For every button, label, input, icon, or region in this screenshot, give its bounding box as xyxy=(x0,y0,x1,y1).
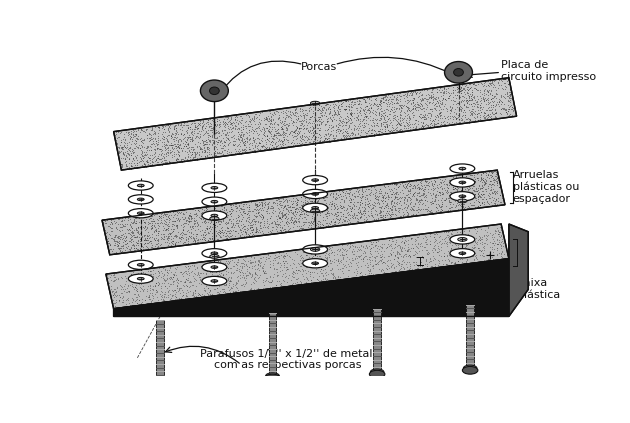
Ellipse shape xyxy=(202,249,227,258)
Ellipse shape xyxy=(211,214,218,217)
Polygon shape xyxy=(113,78,517,170)
Ellipse shape xyxy=(303,258,328,268)
Ellipse shape xyxy=(450,178,475,187)
Ellipse shape xyxy=(311,101,320,105)
Ellipse shape xyxy=(202,197,227,206)
Polygon shape xyxy=(102,170,505,255)
Ellipse shape xyxy=(210,87,219,95)
Ellipse shape xyxy=(450,164,475,173)
Text: Parafusos 1/8'' x 1/2'' de metal,
com as respectivas porcas: Parafusos 1/8'' x 1/2'' de metal, com as… xyxy=(200,349,376,370)
Ellipse shape xyxy=(129,195,153,204)
Ellipse shape xyxy=(458,238,467,241)
Ellipse shape xyxy=(370,369,384,375)
Ellipse shape xyxy=(303,245,328,254)
Ellipse shape xyxy=(129,260,153,269)
Ellipse shape xyxy=(211,201,218,203)
Ellipse shape xyxy=(303,190,328,199)
Ellipse shape xyxy=(153,381,167,386)
Ellipse shape xyxy=(312,206,319,209)
Ellipse shape xyxy=(459,195,466,198)
Ellipse shape xyxy=(312,248,319,251)
Ellipse shape xyxy=(450,192,475,201)
Ellipse shape xyxy=(266,373,279,379)
Ellipse shape xyxy=(459,252,466,255)
Ellipse shape xyxy=(311,209,320,213)
Ellipse shape xyxy=(211,266,218,269)
Ellipse shape xyxy=(265,374,280,382)
Ellipse shape xyxy=(459,238,466,241)
Text: Porcas: Porcas xyxy=(301,62,337,72)
Ellipse shape xyxy=(137,277,144,280)
Ellipse shape xyxy=(137,212,144,214)
Ellipse shape xyxy=(202,183,227,192)
Ellipse shape xyxy=(200,80,228,102)
Polygon shape xyxy=(509,224,528,316)
Ellipse shape xyxy=(202,276,227,286)
Ellipse shape xyxy=(450,249,475,258)
Ellipse shape xyxy=(137,184,144,187)
Ellipse shape xyxy=(312,179,319,181)
Ellipse shape xyxy=(448,64,469,80)
Ellipse shape xyxy=(312,193,319,195)
Polygon shape xyxy=(106,224,509,309)
Bar xyxy=(466,305,474,370)
Ellipse shape xyxy=(211,252,218,255)
Ellipse shape xyxy=(211,187,218,189)
Text: Arruelas
plásticas ou
espaçador: Arruelas plásticas ou espaçador xyxy=(513,170,579,204)
Bar xyxy=(268,313,277,378)
Ellipse shape xyxy=(463,365,477,371)
Ellipse shape xyxy=(137,264,144,266)
Ellipse shape xyxy=(129,274,153,283)
Text: Caixa
plástica: Caixa plástica xyxy=(517,278,560,300)
Text: Placa de
circuito impresso: Placa de circuito impresso xyxy=(501,60,596,82)
Ellipse shape xyxy=(210,217,219,220)
Ellipse shape xyxy=(311,247,320,251)
Ellipse shape xyxy=(204,83,225,99)
Bar xyxy=(156,320,164,386)
Ellipse shape xyxy=(202,263,227,272)
Polygon shape xyxy=(113,258,509,316)
Ellipse shape xyxy=(459,181,466,184)
Ellipse shape xyxy=(462,366,478,374)
Ellipse shape xyxy=(312,262,319,264)
Ellipse shape xyxy=(129,209,153,218)
Ellipse shape xyxy=(303,176,328,185)
Ellipse shape xyxy=(450,235,475,244)
Ellipse shape xyxy=(211,280,218,282)
Ellipse shape xyxy=(459,168,466,170)
Ellipse shape xyxy=(445,61,472,83)
Ellipse shape xyxy=(458,199,467,203)
Ellipse shape xyxy=(454,69,464,76)
Ellipse shape xyxy=(137,198,144,201)
Ellipse shape xyxy=(129,181,153,190)
Ellipse shape xyxy=(152,382,168,390)
Ellipse shape xyxy=(303,203,328,212)
Bar xyxy=(373,309,381,374)
Ellipse shape xyxy=(369,370,385,378)
Ellipse shape xyxy=(202,211,227,220)
Ellipse shape xyxy=(210,255,219,258)
